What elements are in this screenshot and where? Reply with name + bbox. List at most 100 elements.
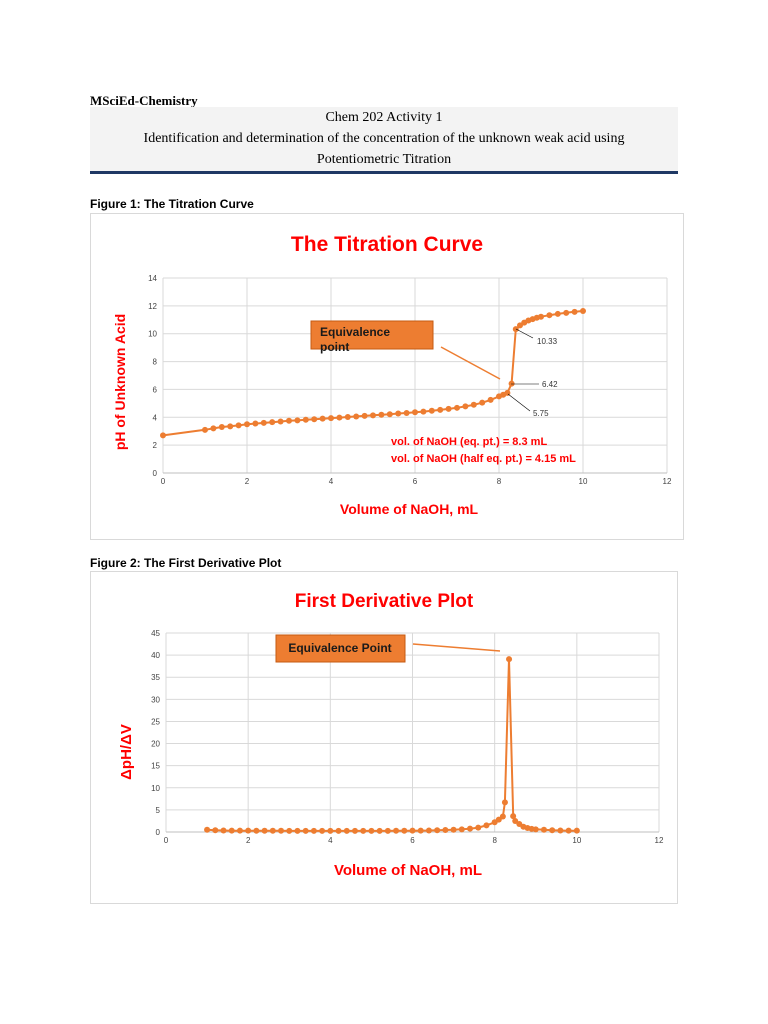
data-point xyxy=(467,825,474,832)
data-point xyxy=(403,409,410,416)
y-tick-label: 35 xyxy=(151,673,160,682)
y-tick-label: 12 xyxy=(148,302,157,311)
y-tick-label: 5 xyxy=(156,806,161,815)
data-point xyxy=(236,827,243,834)
data-point xyxy=(412,409,418,416)
data-point xyxy=(437,406,444,413)
y-tick-label: 0 xyxy=(153,469,158,478)
y-tick-label: 45 xyxy=(151,629,160,638)
data-point xyxy=(286,417,292,424)
data-point xyxy=(336,414,343,421)
titration-chart: The Titration Curve 0 2 4 6 8 10 12 14 0 2 4 6 8 10 12… xyxy=(112,233,672,517)
callout-line-1: Equivalence xyxy=(320,325,390,339)
data-point xyxy=(260,419,267,426)
data-point xyxy=(458,826,465,833)
data-point xyxy=(501,799,508,806)
data-point xyxy=(445,405,452,412)
eq-point-note: vol. of NaOH (eq. pt.) = 8.3 mL xyxy=(391,436,547,448)
data-point xyxy=(506,656,513,663)
x-tick-label: 12 xyxy=(663,477,672,486)
data-point xyxy=(409,827,416,834)
data-point xyxy=(286,827,293,834)
x-tick-label: 8 xyxy=(497,477,502,486)
x-tick-label: 0 xyxy=(164,836,169,845)
derivative-chart: First Derivative Plot 051015202530354045… xyxy=(118,591,664,879)
x-tick-label: 10 xyxy=(572,836,581,845)
course-line: Chem 202 Activity 1 xyxy=(325,110,443,125)
data-point xyxy=(360,827,367,834)
chart-title: The Titration Curve xyxy=(291,233,483,256)
data-point xyxy=(580,308,586,315)
data-point xyxy=(269,827,276,834)
data-point xyxy=(335,827,342,834)
data-point xyxy=(218,424,225,431)
data-point xyxy=(343,827,350,834)
data-point xyxy=(160,432,166,439)
x-tick-label: 6 xyxy=(410,836,415,845)
x-tick-label: 6 xyxy=(413,477,418,486)
data-point xyxy=(202,426,208,433)
data-point xyxy=(549,827,556,834)
y-tick-label: 30 xyxy=(151,695,160,704)
data-point xyxy=(462,403,469,410)
data-point xyxy=(538,313,544,320)
data-point xyxy=(311,416,318,423)
data-point xyxy=(235,422,242,429)
y-tick-label: 4 xyxy=(153,413,158,422)
callout-label: Equivalence Point xyxy=(288,641,391,655)
chart-title: First Derivative Plot xyxy=(295,591,474,612)
data-point xyxy=(450,826,457,833)
data-point xyxy=(442,827,449,834)
point-label-3: 5.75 xyxy=(533,409,549,418)
x-tick-label: 4 xyxy=(329,477,334,486)
titration-chart-frame: The Titration Curve 0 2 4 6 8 10 12 14 0 2 4 6 8 10 12… xyxy=(90,213,684,540)
equivalence-callout xyxy=(275,634,406,663)
data-point xyxy=(428,407,435,414)
callout-line-2: point xyxy=(320,340,349,354)
point-label-1: 10.33 xyxy=(537,337,558,346)
y-axis-title: pH of Unknown Acid xyxy=(112,314,128,450)
data-point xyxy=(353,413,360,420)
y-tick-label: 10 xyxy=(151,784,160,793)
callout-leader xyxy=(412,643,501,652)
y-tick-label: 15 xyxy=(151,762,160,771)
title-line-2: Potentiometric Titration xyxy=(316,152,452,167)
y-tick-label: 20 xyxy=(151,740,160,749)
data-point xyxy=(228,827,235,834)
data-point xyxy=(384,827,391,834)
y-tick-label: 8 xyxy=(153,358,158,367)
data-point xyxy=(302,827,309,834)
data-point xyxy=(563,309,570,316)
data-point xyxy=(253,827,260,834)
y-tick-label: 40 xyxy=(151,651,160,660)
data-point xyxy=(573,827,580,834)
data-point xyxy=(252,420,259,427)
data-point xyxy=(434,827,441,834)
data-point xyxy=(393,827,400,834)
equivalence-callout xyxy=(310,320,434,350)
y-tick-label: 2 xyxy=(153,441,158,450)
data-point xyxy=(376,827,383,834)
document-header: Chem 202 Activity 1 Identification and d… xyxy=(90,107,678,174)
data-point xyxy=(401,827,408,834)
data-point xyxy=(487,396,494,403)
data-point xyxy=(510,813,517,820)
data-point xyxy=(344,414,351,421)
data-point xyxy=(417,827,424,834)
series-line xyxy=(207,659,577,832)
data-point xyxy=(319,827,326,834)
data-point xyxy=(368,827,375,834)
data-point xyxy=(425,827,432,834)
data-point xyxy=(294,417,301,424)
callout-leader xyxy=(440,346,501,380)
data-point xyxy=(508,380,515,387)
y-tick-label: 0 xyxy=(156,828,161,837)
x-tick-label: 4 xyxy=(328,836,333,845)
data-point xyxy=(212,827,219,834)
derivative-chart-frame: First Derivative Plot 0 5 10 15 20 25 30 35 40 45… xyxy=(90,571,678,904)
data-point xyxy=(470,401,477,408)
program-label: MSciEd-Chemistry xyxy=(90,93,198,108)
label-leader-1 xyxy=(515,328,534,339)
data-point xyxy=(319,415,326,422)
data-point xyxy=(420,408,427,415)
